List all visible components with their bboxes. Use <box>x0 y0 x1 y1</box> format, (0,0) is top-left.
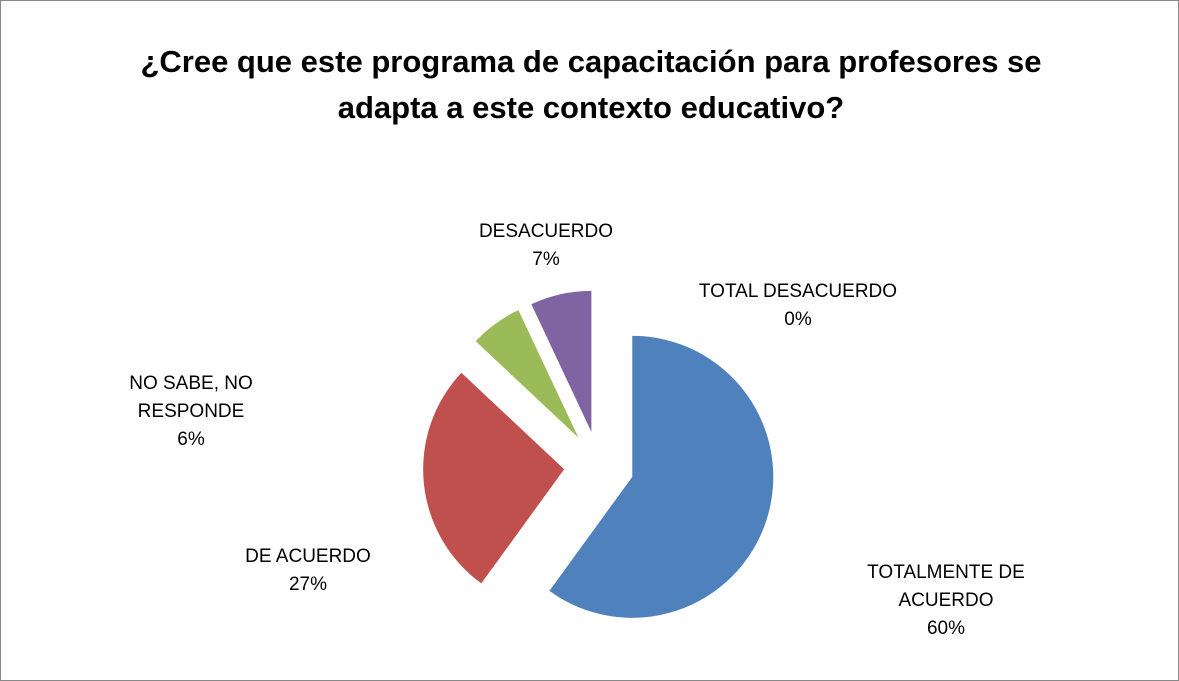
value-label: 0% <box>784 309 812 330</box>
category-label: TOTAL DESACUERDO <box>698 281 898 302</box>
category-label: NO SABE, NO RESPONDE <box>129 373 253 422</box>
value-label: 7% <box>532 249 560 270</box>
slice-label: DESACUERDO 7% <box>446 218 646 274</box>
pie-slice <box>531 290 592 432</box>
chart-title: ¿Cree que este programa de capacitación … <box>140 44 1042 125</box>
category-label: DE ACUERDO <box>245 546 371 567</box>
slice-label: TOTALMENTE DE ACUERDO 60% <box>846 559 1046 643</box>
value-label: 60% <box>926 618 966 639</box>
slice-label: NO SABE, NO RESPONDE 6% <box>106 370 276 454</box>
pie-slice <box>423 372 565 584</box>
pie-slice <box>549 335 774 618</box>
category-label: DESACUERDO <box>478 221 614 242</box>
value-label: 27% <box>288 574 328 595</box>
pie-slice <box>475 310 579 438</box>
slice-label: DE ACUERDO 27% <box>208 543 408 599</box>
category-label: TOTALMENTE DE ACUERDO <box>867 562 1025 611</box>
value-label: 6% <box>177 429 205 450</box>
slice-label: TOTAL DESACUERDO 0% <box>668 278 928 334</box>
